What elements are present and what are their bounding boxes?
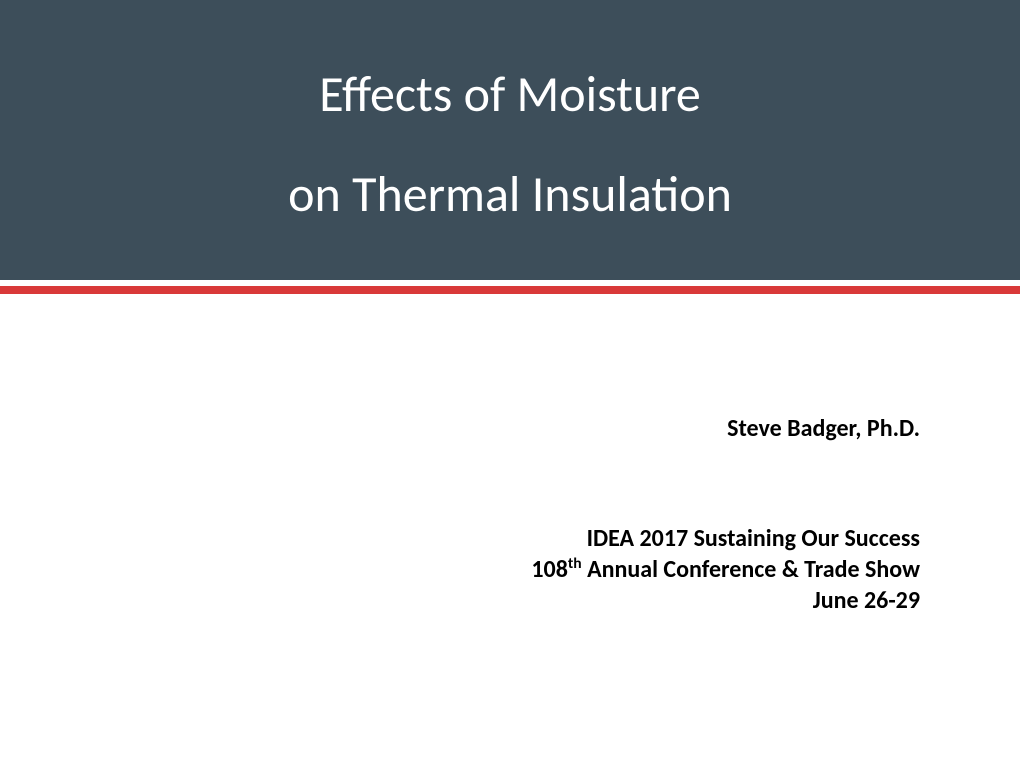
conference-number: 108 <box>531 555 568 584</box>
conference-date: June 26-29 <box>0 585 920 616</box>
divider-red <box>0 286 1020 294</box>
title-line-2: on Thermal Insulation <box>0 170 1020 220</box>
slide-header: Effects of Moisture on Thermal Insulatio… <box>0 0 1020 280</box>
title-line-1: Effects of Moisture <box>0 70 1020 120</box>
conference-line-2: 108th Annual Conference & Trade Show <box>0 554 920 585</box>
content-area: Steve Badger, Ph.D. IDEA 2017 Sustaining… <box>0 294 1020 617</box>
conference-line-1: IDEA 2017 Sustaining Our Success <box>0 523 920 554</box>
conference-rest: Annual Conference & Trade Show <box>582 555 920 584</box>
author-name: Steve Badger, Ph.D. <box>0 414 920 443</box>
conference-ordinal: th <box>568 554 582 573</box>
